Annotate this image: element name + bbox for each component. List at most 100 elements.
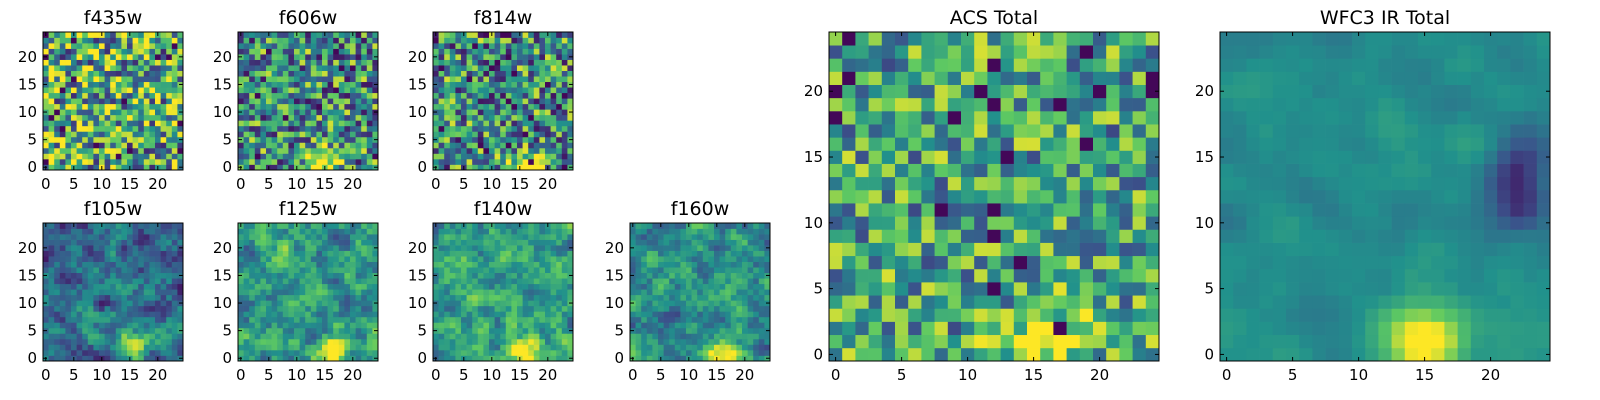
heatmap-cell [500,48,507,55]
heatmap-cell [483,256,490,262]
heatmap-cell [477,333,484,340]
heatmap-cell [630,311,636,318]
heatmap-cell [87,54,94,60]
heatmap-cell [271,327,278,334]
heatmap-cell [669,234,676,240]
heatmap-cell [1027,189,1041,204]
heatmap-cell [299,109,306,116]
heatmap-cell [82,114,89,121]
heatmap-cell [288,322,295,329]
heatmap-cell [310,32,317,38]
heatmap-cell [561,103,568,110]
heatmap-cell [1027,229,1041,243]
heatmap-cell [104,32,111,38]
heatmap-cell [76,136,83,143]
heatmap-cell [974,176,988,191]
heatmap-cell [489,114,495,121]
heatmap-cell [539,300,546,307]
heatmap-cell [366,338,373,345]
axes-frame [432,222,574,362]
heatmap-cell [127,59,133,66]
heatmap-cell [43,267,49,274]
heatmap-cell [333,158,340,165]
heatmap-cell [708,256,715,262]
heatmap-cell [528,250,535,257]
heatmap-cell [59,81,66,88]
heatmap-cell [132,76,139,83]
heatmap-cell [630,289,636,296]
heatmap-cell [238,158,244,165]
heatmap-cell [758,283,765,290]
heatmap-cell [747,327,754,334]
heatmap-cell [87,261,94,268]
heatmap-cell [934,176,949,191]
heatmap-cell [254,81,261,88]
heatmap-cell [350,305,356,312]
heatmap-cell [350,103,356,110]
heatmap-cell [361,283,368,290]
heatmap-cell [305,81,312,88]
heatmap-cell [132,289,139,296]
heatmap-cell [545,245,551,251]
heatmap-cell [138,87,145,94]
heatmap-cell [466,136,473,143]
heatmap-cell [59,59,66,66]
heatmap-cell [372,37,379,44]
heatmap-cell [271,158,278,165]
heatmap-cell [338,70,345,77]
heatmap-cell [472,239,479,246]
heatmap-cell [747,333,754,340]
heatmap-cell [747,234,754,240]
heatmap-cell [686,322,692,329]
heatmap-cell [1145,242,1160,257]
heatmap-cell [143,109,150,116]
heatmap-cell [333,48,340,55]
heatmap-cell [87,87,94,94]
heatmap-cell [160,98,167,105]
heatmap-cell [528,125,535,132]
heatmap-cell [438,327,445,334]
heatmap-cell [282,98,289,105]
heatmap-cell [243,355,250,362]
heatmap-cell [243,272,250,279]
heatmap-cell [372,256,379,262]
heatmap-cell [714,283,720,290]
heatmap-cell [758,316,765,323]
heatmap-cell [322,142,328,149]
heatmap-cell [372,65,379,71]
heatmap-cell [260,131,267,138]
heatmap-cell [477,234,484,240]
heatmap-cell [65,327,72,334]
heatmap-cell [243,43,250,49]
heatmap-cell [310,272,317,279]
heatmap-cell [344,131,351,138]
heatmap-cell [895,295,909,309]
heatmap-cell [1132,216,1147,230]
heatmap-cell [842,242,856,257]
heatmap-cell [143,327,150,334]
heatmap-cell [171,272,178,279]
heatmap-cell [500,59,507,66]
heatmap-cell [567,316,574,323]
heatmap-cell [1119,282,1133,296]
heatmap-cell [344,92,351,99]
heatmap-cell [961,255,975,270]
heatmap-cell [438,142,445,149]
heatmap-cell [143,250,150,257]
heatmap-cell [282,92,289,99]
heatmap-cell [472,223,479,229]
heatmap-cell [338,54,345,60]
heatmap-cell [1066,268,1081,283]
heatmap-cell [466,239,473,246]
heatmap-cell [361,316,368,323]
heatmap-cell [338,147,345,154]
heatmap-cell [658,256,664,262]
heatmap-cell [132,228,139,235]
heatmap-cell [477,136,484,143]
heatmap-cell [561,267,568,274]
y-tick-label: 15 [18,266,37,284]
heatmap-cell [658,283,664,290]
heatmap-cell [87,32,94,38]
heatmap-cell [110,223,117,229]
